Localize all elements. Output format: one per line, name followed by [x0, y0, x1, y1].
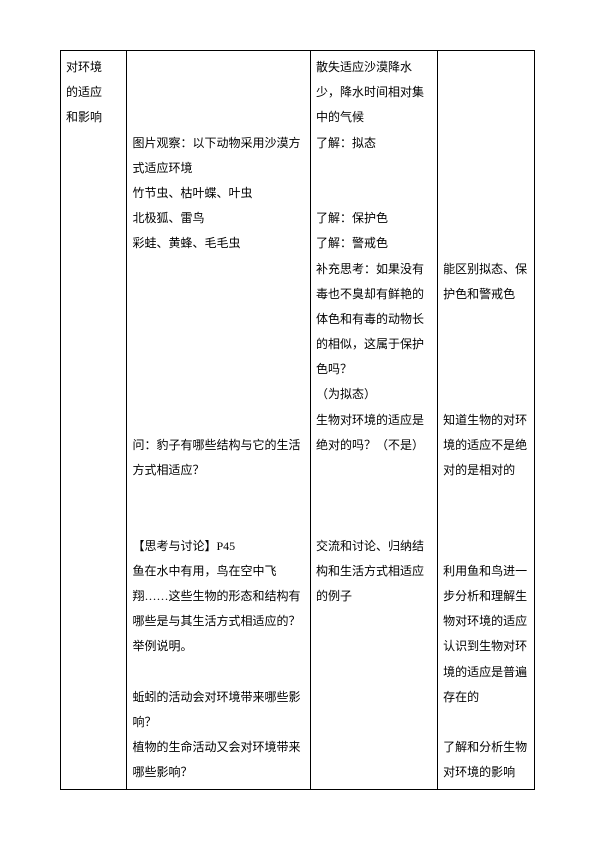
text: 图片观察：以下动物采用沙漠方式适应环境 [132, 131, 305, 181]
table-row: 对环境 的适应 和影响 图片观察：以下动物采用沙漠方式适应环境 竹节虫、枯叶蝶、… [61, 51, 535, 790]
text: 竹节虫、枯叶蝶、叶虫 [132, 181, 305, 206]
cell-notes: 散失适应沙漠降水少，降水时间相对集中的气候 了解：拟态 了解：保护色 了解：警戒… [311, 51, 438, 790]
text: 北极狐、雷鸟 [132, 206, 305, 231]
cell-content: 图片观察：以下动物采用沙漠方式适应环境 竹节虫、枯叶蝶、叶虫 北极狐、雷鸟 彩蛙… [127, 51, 311, 790]
cell-objectives: 能区别拟态、保护色和警戒色 知道生物的对环境的适应不是绝对的是相对的 利用鱼和鸟… [438, 51, 535, 790]
text: 对环境 [66, 55, 121, 80]
text: （为拟态） [316, 382, 432, 407]
text: 知道生物的对环境的适应不是绝对的是相对的 [443, 408, 529, 484]
text: 了解和分析生物对环境的影响 [443, 735, 529, 785]
page: 对环境 的适应 和影响 图片观察：以下动物采用沙漠方式适应环境 竹节虫、枯叶蝶、… [0, 0, 595, 842]
text: 了解：警戒色 [316, 231, 432, 256]
text: 问：豹子有哪些结构与它的生活方式相适应？ [132, 433, 305, 483]
text: 生物对环境的适应是绝对的吗？（不是） [316, 408, 432, 458]
text: 交流和讨论、归纳结构和生活方式相适应的例子 [316, 534, 432, 610]
text: 蚯蚓的活动会对环境带来哪些影响？ [132, 685, 305, 735]
text: 和影响 [66, 105, 121, 130]
text: 鱼在水中有用，鸟在空中飞翔……这些生物的形态和结构有哪些是与其生活方式相适应的？… [132, 559, 305, 660]
text: 植物的生命活动又会对环境带来哪些影响？ [132, 735, 305, 785]
text: 的适应 [66, 80, 121, 105]
text: 了解：拟态 [316, 131, 432, 156]
text: 能区别拟态、保护色和警戒色 [443, 257, 529, 307]
text: 了解：保护色 [316, 206, 432, 231]
text: 彩蛙、黄蜂、毛毛虫 [132, 231, 305, 256]
text: 补充思考：如果没有毒也不臭却有鲜艳的体色和有毒的动物长的相似，这属于保护色吗？ [316, 257, 432, 383]
text: 【思考与讨论】P45 [132, 534, 305, 559]
content-table: 对环境 的适应 和影响 图片观察：以下动物采用沙漠方式适应环境 竹节虫、枯叶蝶、… [60, 50, 535, 790]
text: 利用鱼和鸟进一步分析和理解生物对环境的适应认识到生物对环境的适应是普遍存在的 [443, 559, 529, 710]
text: 散失适应沙漠降水少，降水时间相对集中的气候 [316, 55, 432, 131]
cell-topic: 对环境 的适应 和影响 [61, 51, 127, 790]
